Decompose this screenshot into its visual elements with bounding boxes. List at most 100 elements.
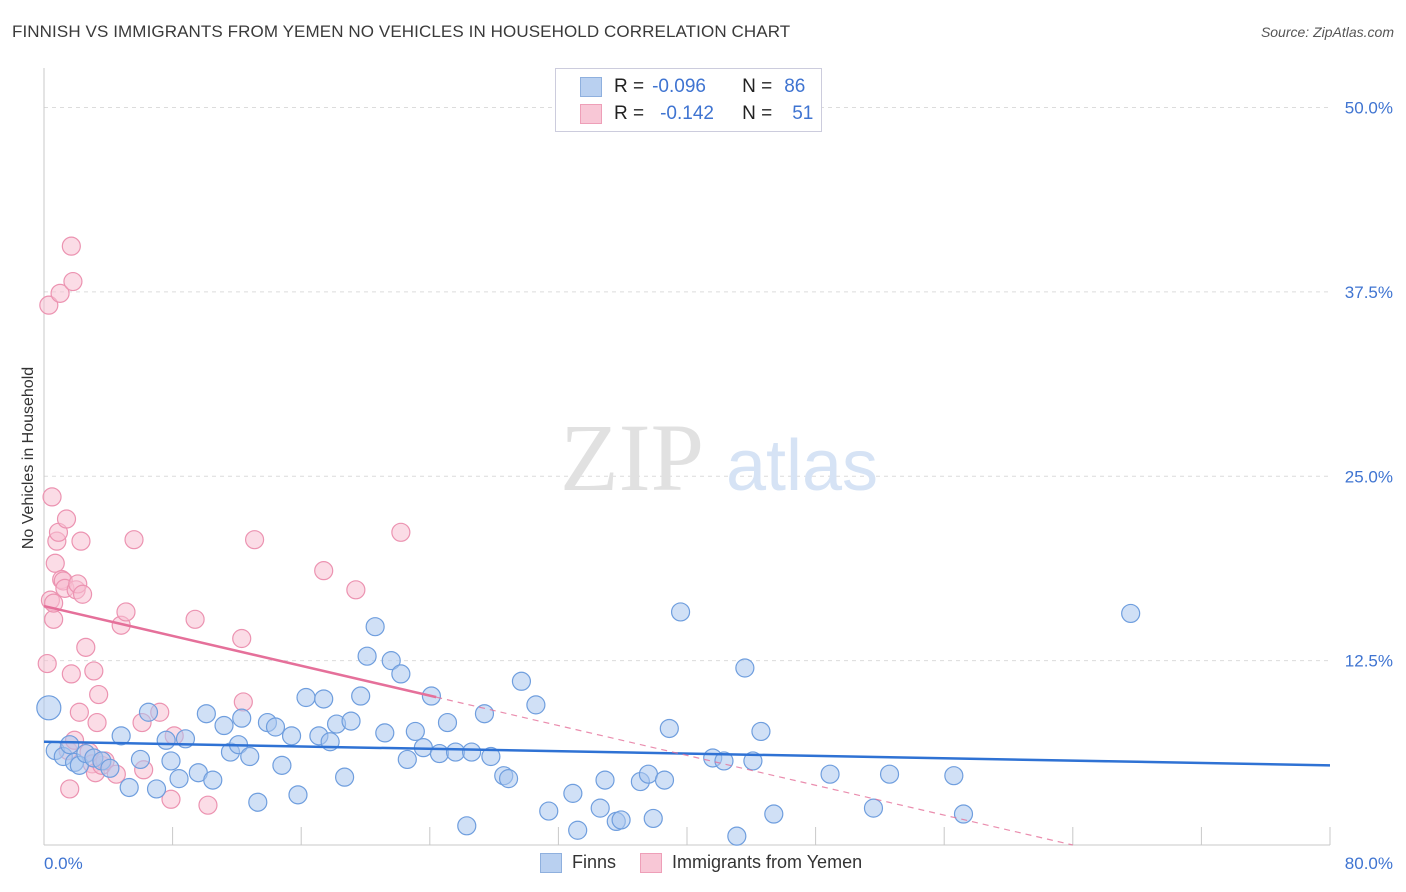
yemen-point (37, 653, 57, 674)
yemen-point (61, 664, 81, 684)
finns-point (288, 785, 308, 805)
finns-point (232, 708, 252, 728)
finns-point (60, 735, 80, 755)
yemen-point (391, 522, 411, 542)
yemen-point (72, 584, 93, 604)
finns-point (36, 695, 62, 721)
finns-trend-line-solid (43, 740, 1331, 767)
finns-point (820, 764, 840, 784)
yemen-point (76, 637, 96, 657)
finns-point (100, 758, 120, 778)
finns-point (375, 723, 395, 743)
finns-point (590, 798, 610, 818)
finns-point (654, 770, 675, 790)
y-tick-label: 25.0% (1345, 467, 1393, 486)
yemen-point (45, 553, 65, 573)
yemen-point (346, 580, 366, 600)
finns-point (539, 801, 559, 821)
finns-point (445, 742, 466, 762)
finns-point (670, 602, 691, 622)
yemen-point (87, 712, 107, 733)
finns-point (146, 779, 167, 799)
finns-point (461, 742, 482, 762)
finns-point (481, 746, 501, 767)
finns-point (111, 726, 131, 746)
finns-point (944, 766, 964, 786)
finns-point (735, 658, 755, 678)
yemen-point (116, 602, 136, 622)
finns-point (357, 646, 377, 666)
finns-point (437, 712, 458, 733)
legend-item-yemen[interactable]: Immigrants from Yemen (640, 852, 862, 873)
tick-label-layer: 12.5% 25.0% 37.5% 50.0% 0.0% 80.0% (44, 99, 1393, 874)
yemen-point (198, 795, 218, 815)
correlation-legend: R = -0.096 N = 86 R = -0.142 N = 51 (555, 68, 822, 132)
yemen-trend-line-dashed (436, 696, 1073, 846)
yemen-legend-label: Immigrants from Yemen (672, 852, 863, 872)
finns-n-value: 86 (784, 76, 806, 97)
finns-point (138, 702, 159, 722)
yemen-point (124, 530, 144, 550)
finns-point (156, 730, 176, 750)
finns-point (405, 721, 425, 742)
finns-point (397, 749, 417, 770)
finns-point (296, 687, 316, 708)
finns-legend-swatch (540, 852, 562, 873)
finns-point (643, 808, 663, 829)
finns-point (335, 767, 355, 787)
finns-points (36, 602, 1141, 846)
yemen-swatch (580, 104, 602, 124)
finns-r-label: R = (614, 76, 645, 97)
yemen-point (84, 661, 104, 681)
finns-point (240, 746, 260, 767)
finns-r-value: -0.096 (652, 76, 706, 97)
finns-swatch (580, 77, 602, 97)
finns-point (1121, 603, 1141, 624)
finns-point (511, 671, 532, 691)
finns-point (526, 695, 546, 715)
series-legend: Finns Immigrants from Yemen (540, 852, 886, 873)
finns-point (457, 816, 477, 836)
yemen-point (39, 295, 59, 315)
finns-point (568, 820, 588, 840)
yemen-point (42, 487, 62, 507)
chart-title: FINNISH VS IMMIGRANTS FROM YEMEN NO VEHI… (12, 22, 791, 41)
finns-point (563, 783, 583, 803)
yemen-point (233, 692, 253, 712)
finns-point (879, 764, 900, 784)
legend-row-yemen: R = -0.142 N = 51 (580, 102, 813, 126)
finns-point (169, 769, 189, 789)
finns-point (743, 751, 763, 771)
legend-row-finns: R = -0.096 N = 86 (580, 75, 805, 99)
finns-point (391, 664, 411, 684)
finns-point (265, 717, 286, 737)
yemen-point (244, 530, 265, 550)
yemen-r-value: -0.142 (660, 103, 714, 124)
yemen-point (60, 779, 80, 799)
finns-point (751, 721, 771, 742)
finns-point (341, 711, 361, 731)
yemen-point (161, 789, 181, 809)
finns-point (953, 804, 974, 824)
y-tick-label: 50.0% (1345, 99, 1393, 118)
yemen-point (50, 283, 70, 303)
yemen-n-value: 51 (792, 103, 814, 124)
watermark-atlas: atlas (726, 426, 878, 506)
finns-point (429, 743, 450, 764)
finns-point (130, 749, 151, 770)
source-label: Source: ZipAtlas.com (1260, 24, 1394, 40)
finns-point (381, 651, 401, 671)
grid-layer (44, 107, 1330, 662)
finns-point (595, 770, 615, 790)
finns-point (272, 755, 292, 775)
yemen-point (61, 236, 81, 256)
finns-point (365, 617, 385, 637)
finns-point (638, 764, 659, 784)
legend-item-finns[interactable]: Finns (540, 852, 616, 873)
finns-n-label: N = (742, 76, 773, 97)
x-tick-label-max: 80.0% (1345, 854, 1393, 873)
finns-point (474, 704, 495, 724)
trend-layer (43, 604, 1331, 846)
finns-point (611, 810, 631, 830)
finns-point (119, 777, 139, 798)
